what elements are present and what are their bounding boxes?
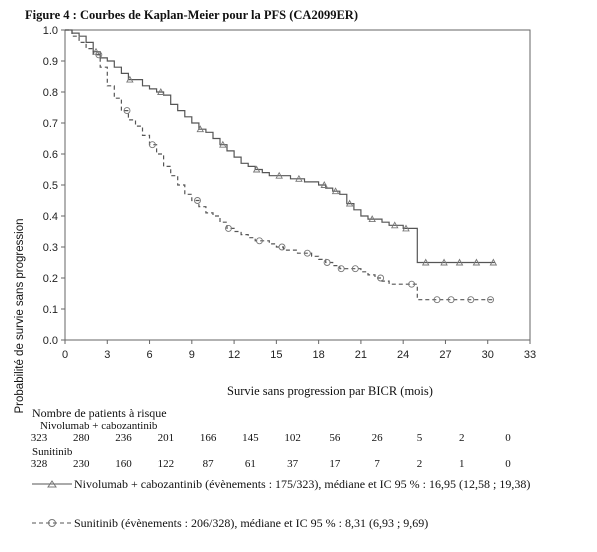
x-tick-label: 6	[146, 349, 152, 361]
censor-marker-triangle	[472, 258, 481, 266]
censor-marker-triangle	[402, 224, 410, 232]
risk-count: 280	[73, 432, 90, 444]
legend-label: Nivolumab + cabozantinib (évènements : 1…	[74, 477, 531, 491]
x-tick-label: 21	[355, 349, 367, 361]
y-axis-label: Probabilité de survie sans progression	[14, 218, 26, 414]
risk-count: 328	[30, 458, 48, 470]
axes: 0.0 0.1 0.2 0.3 0.4 0.5 0.6 0.7 0.8 0.9 1.0 0 3 6 9 12 1…	[43, 25, 536, 361]
y-tick-label: 0.6	[43, 149, 58, 161]
censor-marker-circle	[303, 249, 311, 257]
censor-marker-circle	[467, 296, 475, 304]
x-tick-label: 24	[397, 349, 409, 361]
risk-count: 2	[458, 432, 465, 444]
censor-marker-circle	[351, 265, 359, 273]
censor-marker-circle	[256, 237, 263, 245]
plot-frame	[64, 29, 531, 341]
censor-marker-triangle	[440, 258, 448, 266]
curves	[65, 29, 498, 304]
censor-marker-triangle	[489, 258, 498, 266]
risk-count: 0	[505, 458, 511, 470]
risk-count: 1	[458, 458, 465, 470]
y-tick-label: 0.9	[43, 56, 58, 68]
y-tick-label: 0.3	[43, 242, 58, 254]
x-tick-label: 12	[228, 349, 240, 361]
censor-marker-triangle	[126, 75, 134, 83]
censor-marker-circle	[123, 107, 131, 115]
y-tick-label: 0.0	[43, 335, 58, 347]
risk-count: 166	[199, 432, 217, 444]
risk-count: 5	[416, 432, 423, 444]
legend-label: Sunitinib (évènements : 206/328), médian…	[74, 516, 429, 530]
x-tick-label: 33	[524, 349, 536, 361]
censor-marker-triangle	[390, 221, 399, 229]
censor-marker-triangle	[219, 140, 227, 148]
censor-marker-circle	[323, 259, 331, 266]
censor-marker-circle	[408, 280, 416, 288]
risk-count: 102	[284, 432, 301, 444]
risk-count: 323	[30, 432, 48, 444]
censor-marker-triangle	[275, 171, 283, 179]
censor-marker-circle	[447, 296, 455, 304]
risk-group-name: Sunitinib	[32, 446, 73, 458]
censor-marker-circle	[225, 224, 232, 232]
x-tick-label: 30	[482, 349, 494, 361]
y-tick-label: 0.2	[43, 273, 58, 285]
risk-count: 145	[242, 432, 259, 444]
risk-count: 87	[202, 458, 214, 470]
risk-group-name: Nivolumab + cabozantinib	[40, 420, 158, 432]
censor-marker-triangle	[157, 88, 165, 95]
censor-marker-triangle	[196, 125, 205, 133]
risk-table-title: Nombre de patients à risque	[32, 406, 167, 420]
risk-count: 56	[329, 432, 341, 444]
km-chart: 0.0 0.1 0.2 0.3 0.4 0.5 0.6 0.7 0.8 0.9 1.0 0 3 6 9 12 1…	[43, 25, 536, 361]
y-tick-label: 1.0	[43, 25, 58, 37]
censor-marker-triangle	[368, 215, 376, 223]
censor-marker-triangle	[295, 174, 303, 182]
risk-count: 236	[115, 432, 132, 444]
x-axis-label: Survie sans progression par BICR (mois)	[227, 384, 433, 398]
legend-solid-triangle-icon	[32, 480, 72, 488]
x-tick-label: 27	[439, 349, 451, 361]
risk-count: 160	[115, 458, 132, 470]
risk-count: 230	[73, 458, 90, 470]
censor-marker-circle	[337, 265, 345, 273]
risk-count: 2	[416, 458, 423, 470]
risk-count: 7	[374, 458, 380, 470]
censor-marker-triangle	[252, 165, 261, 173]
risk-count: 0	[505, 432, 511, 444]
censor-marker-triangle	[455, 258, 464, 266]
censor-marker-circle	[194, 197, 201, 204]
risk-count: 122	[157, 458, 175, 470]
censor-marker-circle	[278, 243, 286, 251]
figure-title: Figure 4 : Courbes de Kaplan-Meier pour …	[25, 8, 358, 22]
y-tick-label: 0.5	[43, 180, 58, 192]
risk-count: 61	[244, 458, 256, 470]
risk-count: 201	[157, 432, 175, 444]
censor-marker-circle	[148, 141, 156, 149]
series-line-sunitinib	[65, 29, 495, 301]
risk-count: 37	[287, 458, 299, 470]
y-tick-label: 0.8	[43, 87, 58, 99]
x-tick-label: 0	[62, 349, 68, 361]
censor-marker-triangle	[331, 187, 340, 195]
y-tick-label: 0.1	[43, 304, 58, 316]
y-tick-label: 0.7	[43, 118, 58, 130]
x-tick-label: 9	[189, 349, 195, 361]
censor-marker-circle	[433, 296, 441, 304]
y-tick-label: 0.4	[43, 211, 58, 223]
legend-dashed-circle-icon	[32, 519, 72, 527]
series-line-nivolumab	[65, 29, 495, 264]
risk-count: 26	[371, 432, 383, 444]
censor-marker-triangle	[345, 199, 354, 207]
censor-marker-triangle	[421, 258, 430, 266]
x-tick-label: 18	[313, 349, 325, 361]
censor-marker-circle	[377, 274, 385, 282]
x-tick-label: 15	[270, 349, 282, 361]
x-tick-label: 3	[104, 349, 110, 361]
censor-marker-triangle	[320, 181, 329, 188]
censor-marker-circle	[95, 51, 103, 59]
risk-count: 17	[329, 458, 341, 470]
censor-marker-circle	[487, 296, 494, 304]
